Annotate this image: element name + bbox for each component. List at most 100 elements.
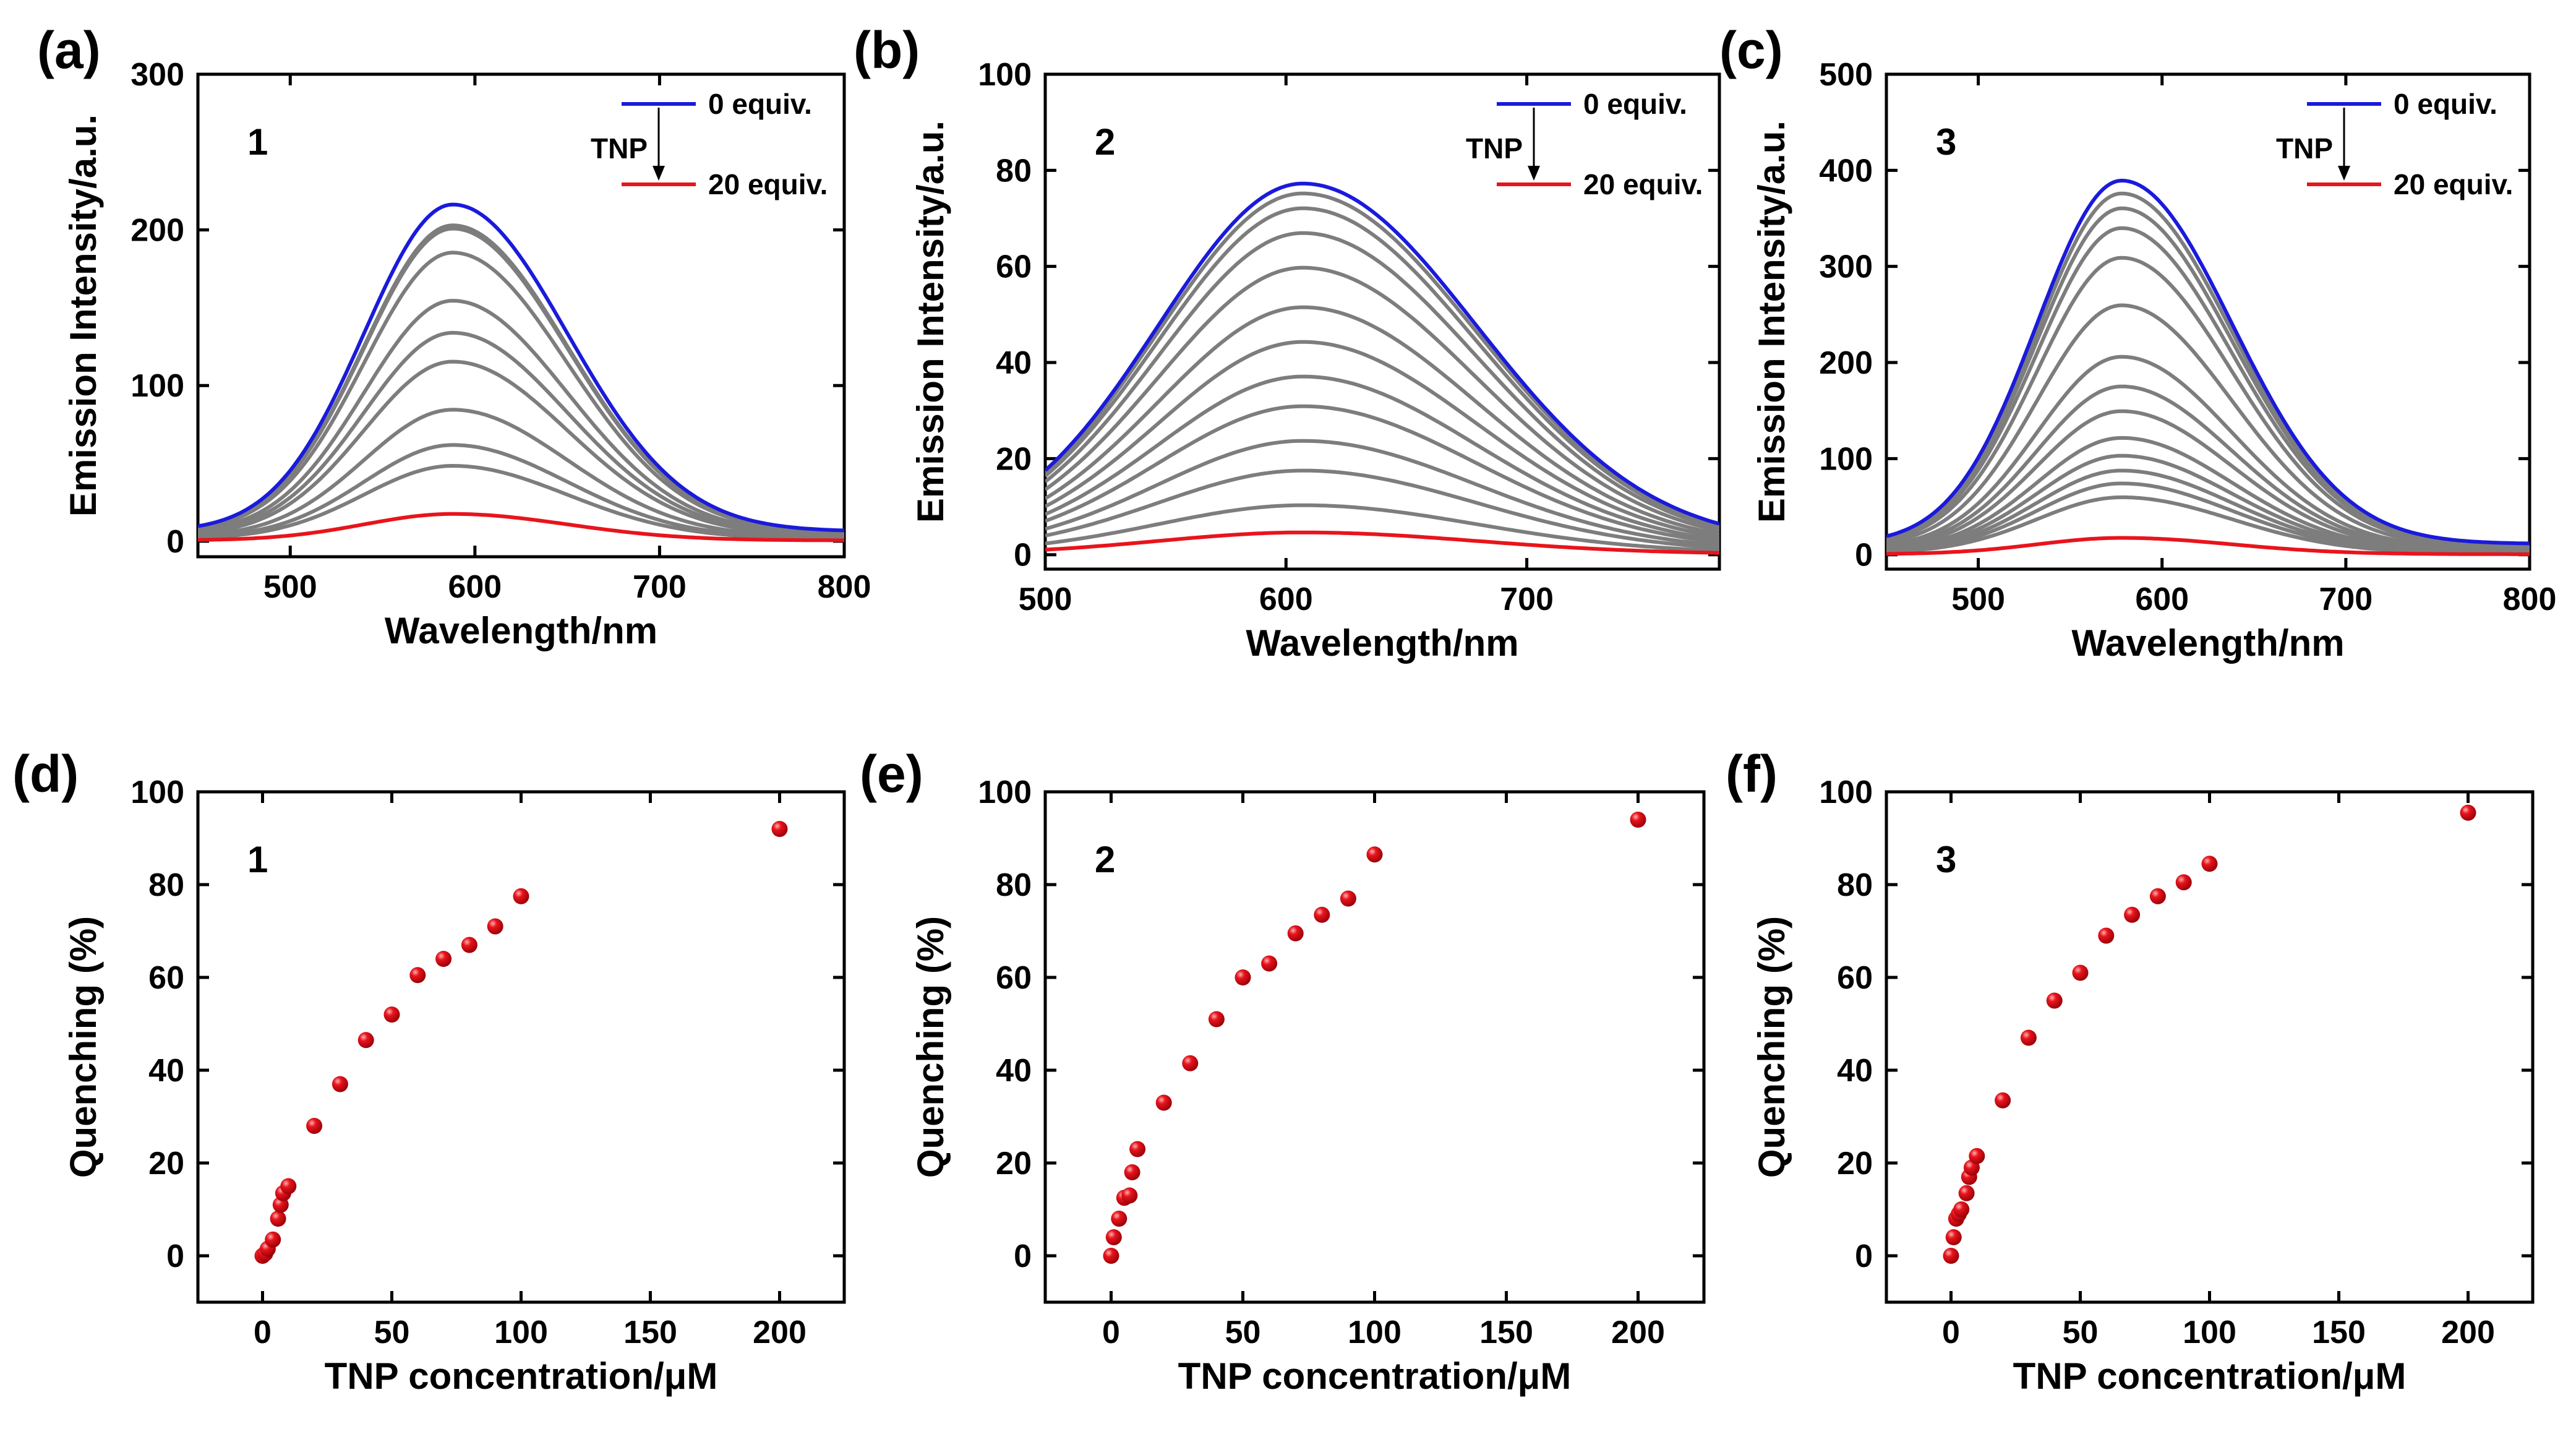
legend-arrow-head [2338,166,2350,181]
y-tick-label: 0 [1014,1238,1032,1274]
legend-label-end: 20 equiv. [708,168,828,200]
y-tick-label: 20 [148,1146,184,1182]
spectrum-line-20-equiv [1045,530,1719,555]
x-tick-label: 0 [1102,1315,1120,1350]
spectrum-line [1045,404,1719,544]
spectrum-line [1045,340,1719,539]
spectrum-line [1045,231,1719,530]
data-point [1208,1011,1225,1028]
data-point [1958,1185,1975,1201]
y-axis-title: Emission Intensity/a.u. [62,114,104,517]
x-tick-label: 0 [1942,1315,1960,1350]
data-point [1261,955,1278,972]
data-point [357,1032,374,1049]
panel-label: (a) [37,21,101,79]
data-point [270,1211,286,1227]
x-tick-label: 100 [1348,1315,1401,1350]
x-tick-label: 50 [1225,1315,1261,1350]
x-tick-label: 200 [1611,1315,1665,1350]
x-axis-title: Wavelength/nm [385,610,657,651]
y-tick-label: 0 [166,524,184,560]
y-tick-label: 0 [1855,1238,1873,1274]
spectrum-line [1045,305,1719,536]
spectrum-line [1045,503,1719,552]
y-tick-label: 80 [996,867,1032,903]
x-axis-title: TNP concentration/μM [2013,1355,2407,1397]
data-point [2072,964,2089,981]
y-tick-label: 100 [978,57,1032,93]
x-axis-title: Wavelength/nm [1246,622,1518,664]
panel-label: (f) [1726,745,1778,803]
data-point [265,1231,281,1248]
legend-arrow-head [1528,166,1540,181]
x-tick-label: 700 [2319,581,2373,617]
y-tick-label: 0 [166,1238,184,1274]
spectrum-line [1045,265,1719,533]
legend-label-start: 0 equiv. [708,88,812,120]
legend: 0 equiv. 20 equiv. TNP [2276,88,2513,200]
data-point [1287,925,1304,942]
y-tick-label: 60 [148,960,184,996]
spectrum-line [198,408,844,539]
x-tick-label: 50 [2063,1315,2099,1350]
data-point [487,918,503,935]
data-point [2098,927,2115,944]
panel-f: 0 50 100 150 200 0 20 40 60 80 100 TNP concentratio… [1726,745,2535,1397]
data-point [1103,1248,1119,1264]
y-tick-label: 100 [131,775,184,810]
x-tick-label: 500 [1019,581,1072,617]
y-tick-label: 100 [1819,441,1873,477]
data-point [1969,1148,1985,1164]
data-point [1155,1094,1172,1111]
x-tick-label: 150 [623,1315,677,1350]
y-tick-label: 400 [1819,153,1873,189]
data-point [435,951,452,967]
sample-label: 3 [1936,839,1956,880]
sample-label: 2 [1095,121,1115,163]
y-axis-title: Quenching (%) [1751,916,1792,1178]
y-tick-label: 80 [148,867,184,903]
y-tick-label: 200 [1819,345,1873,381]
y-tick-label: 80 [1837,867,1873,903]
legend-label-start: 0 equiv. [2394,88,2497,120]
axes-frame [1043,72,1721,571]
x-axis-title: TNP concentration/μM [325,1355,718,1397]
data-point [2046,992,2063,1009]
data-point [2460,804,2476,821]
x-tick-label: 200 [753,1315,807,1350]
sample-label: 3 [1936,121,1956,163]
legend-label-end: 20 equiv. [1583,168,1703,200]
axes-frame [196,790,846,1304]
data-point [1340,890,1356,907]
x-tick-label: 200 [2441,1315,2495,1350]
spectra [1886,178,2530,556]
x-tick-label: 700 [633,569,687,605]
spectrum-line [198,251,844,534]
data-point [2175,874,2192,891]
y-tick-label: 20 [1837,1146,1873,1182]
data-point [1630,812,1646,828]
sample-label: 2 [1095,839,1115,880]
y-tick-label: 200 [131,213,184,249]
legend-arrow-label: TNP [2276,132,2333,165]
panel-label: (e) [860,745,923,803]
sample-label: 1 [247,839,268,880]
data-point [306,1118,323,1134]
axes-frame [196,72,846,559]
x-tick-label: 50 [374,1315,410,1350]
spectrum-line [1045,439,1719,547]
x-tick-label: 600 [448,569,502,605]
y-tick-label: 20 [996,1146,1032,1182]
y-tick-label: 100 [131,368,184,404]
data-point [280,1178,297,1195]
y-axis-title: Emission Intensity/a.u. [1751,121,1792,523]
data-point [1314,906,1330,923]
data-point [2124,906,2141,923]
x-tick-label: 150 [1479,1315,1533,1350]
panel-label: (c) [1719,21,1783,79]
y-tick-label: 40 [996,1053,1032,1089]
legend-arrow-label: TNP [1466,132,1523,165]
panel-label: (d) [12,745,79,803]
spectrum-line [1886,303,2530,549]
